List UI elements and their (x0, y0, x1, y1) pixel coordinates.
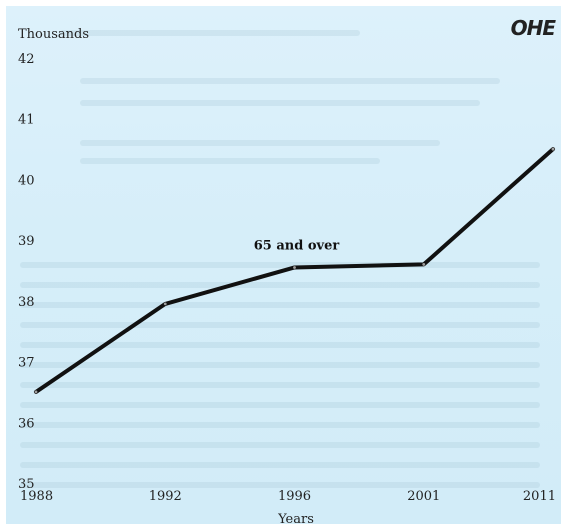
x-tick-label: 1988 (20, 489, 53, 504)
y-tick-label: 40 (18, 173, 35, 188)
data-point (422, 263, 426, 266)
x-tick-label: 1992 (149, 489, 182, 504)
x-axis-title: Years (277, 512, 314, 527)
data-point (293, 266, 296, 269)
x-tick-label: 1996 (278, 489, 311, 504)
y-tick-label: 38 (18, 295, 35, 310)
y-tick-label: 35 (18, 477, 35, 492)
y-axis-title: Thousands (18, 27, 89, 42)
y-tick-label: 37 (18, 356, 35, 371)
series-line (34, 147, 555, 394)
data-point (163, 302, 167, 306)
y-tick-label: 36 (18, 416, 35, 431)
y-tick-label: 41 (18, 113, 35, 128)
chart-background (6, 6, 561, 524)
x-tick-label: 2011 (523, 489, 556, 504)
ohe-logo: OHE (510, 16, 556, 40)
y-tick-label: 39 (18, 234, 35, 249)
series-label: 65 and over (254, 238, 340, 253)
x-tick-label: 2001 (407, 489, 440, 504)
data-point (34, 390, 38, 394)
y-tick-label: 42 (18, 52, 35, 67)
data-point (551, 147, 555, 151)
